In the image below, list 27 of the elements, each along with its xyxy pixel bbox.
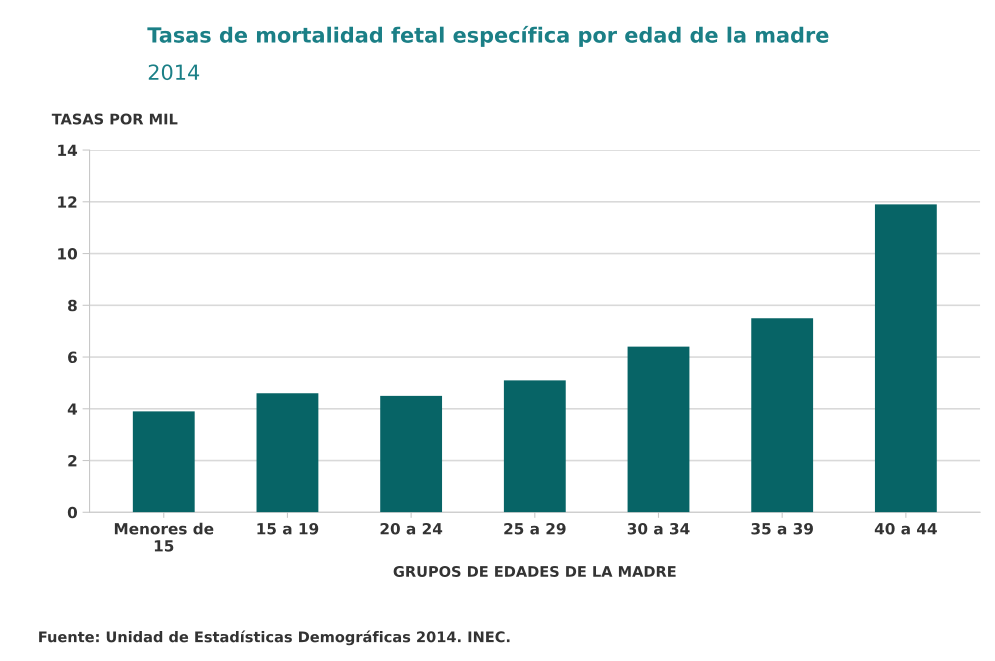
bar	[256, 393, 318, 512]
x-tick-label: 25 a 29	[504, 522, 566, 535]
bar	[874, 204, 937, 512]
bar	[132, 411, 195, 512]
x-tick-label: Menores de 15	[114, 522, 214, 552]
source-note: Fuente: Unidad de Estadísticas Demográficas 2014. INEC.	[39, 630, 510, 646]
y-axis-title: TASAS POR MIL	[52, 114, 178, 125]
y-tick-label: 2	[68, 454, 76, 466]
x-tick-label: 20 a 24	[380, 522, 442, 535]
x-tick-label: 30 a 34	[628, 522, 690, 535]
chart-title: Tasas de mortalidad fetal específica por edad de la madre	[147, 26, 828, 47]
bar	[628, 346, 690, 512]
y-tick-label: 12	[58, 196, 76, 208]
chart-subtitle: 2014	[148, 64, 200, 80]
y-tick-label: 0	[68, 506, 78, 518]
x-tick-label: 40 a 44	[874, 522, 937, 535]
x-tick-label: 35 a 39	[751, 522, 813, 535]
x-tick-label: 15 a 19	[257, 522, 318, 535]
y-tick-label: 6	[68, 352, 77, 364]
bar	[751, 318, 814, 512]
y-tick-label: 8	[68, 300, 77, 312]
bar	[380, 396, 442, 512]
y-tick-label: 4	[68, 403, 78, 415]
y-tick-label: 10	[58, 248, 78, 260]
x-axis-title: GRUPOS DE EDADES DE LA MADRE	[394, 566, 676, 577]
y-tick-label: 14	[58, 144, 78, 156]
bar	[504, 380, 566, 512]
